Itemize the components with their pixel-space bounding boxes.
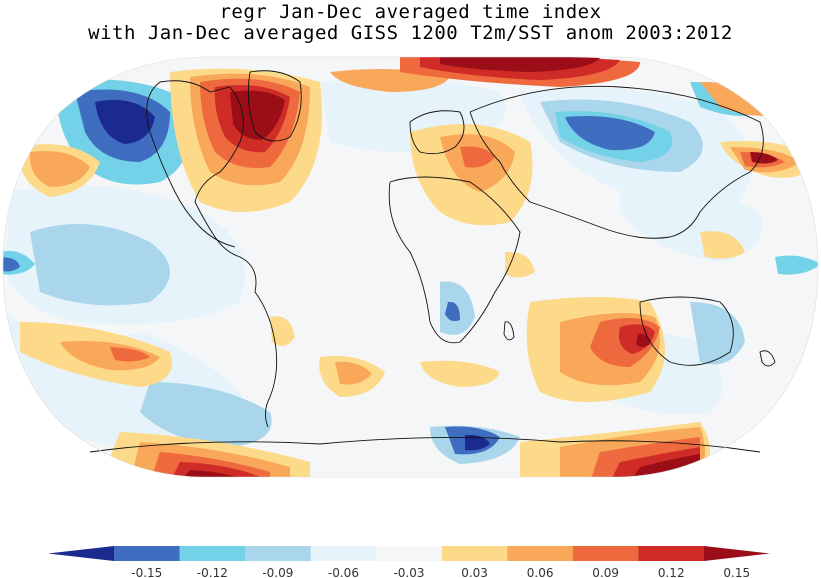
south-indian-red-core	[618, 324, 655, 354]
colorbar-tick-label: 0.03	[461, 566, 488, 578]
colorbar-box	[638, 546, 705, 561]
south-indian-darkred-cell	[636, 333, 650, 347]
australia-coastline	[639, 296, 734, 366]
pacific-light-blue-region	[30, 224, 170, 306]
angola-blue-cell	[445, 301, 460, 322]
colorbar-box	[310, 546, 377, 561]
chart-title-line-1: regr Jan-Dec averaged time index	[219, 1, 602, 23]
colorbar-box	[572, 546, 639, 561]
east-pacific-cyan	[775, 255, 818, 275]
colorbar-tick-label: -0.12	[197, 566, 228, 578]
madagascar-coastline	[503, 321, 515, 341]
west-edge-blue-cell	[3, 257, 20, 272]
coastlines	[89, 70, 776, 453]
north-australia-yellow	[700, 231, 745, 259]
southern-ocean-yellow-patch	[420, 360, 500, 387]
south-pacific-redorange	[110, 347, 150, 362]
south-pacific-light-blue-region	[140, 382, 272, 447]
alaska-darkblue-core	[95, 99, 155, 144]
colorbar-tick-label: 0.06	[527, 566, 554, 578]
colorbar-box	[376, 546, 443, 561]
colorbar: -0.15 -0.12 -0.09 -0.06 -0.03 0.03 0.06 0.09 0.1…	[48, 546, 770, 578]
colorbar-tick-label: 0.09	[592, 566, 619, 578]
colorbar-tick-label: -0.09	[262, 566, 293, 578]
colorbar-tick-label: -0.06	[328, 566, 359, 578]
colorbar-lower-extend-triangle	[48, 546, 114, 561]
colorbar-boxes	[48, 546, 770, 561]
japan-darkred-cell	[750, 152, 778, 164]
south-america-yellow-patch	[270, 316, 295, 346]
arctic-darkred-core	[440, 57, 600, 72]
antarctic-west-darkred	[180, 470, 245, 477]
asia-coastline	[469, 85, 764, 239]
europe-coastline	[409, 110, 465, 155]
colorbar-tick-label: -0.03	[393, 566, 424, 578]
colorbar-box	[507, 546, 574, 561]
south-atlantic-orange	[335, 361, 372, 385]
world-anomaly-map	[2, 56, 819, 478]
south-pacific-orange-band	[60, 341, 160, 371]
colorbar-box	[441, 546, 508, 561]
colorbar-box	[114, 546, 181, 561]
anomaly-field	[3, 57, 818, 477]
north-america-west-coast	[146, 81, 236, 248]
globe-outline	[2, 56, 819, 478]
colorbar-box	[179, 546, 246, 561]
northeast-pacific-orange	[29, 151, 90, 187]
antarctic-west-red	[170, 462, 260, 477]
greenland-darkred-core	[230, 90, 285, 140]
black-sea-redorange	[460, 146, 495, 168]
colorbar-box	[245, 546, 312, 561]
greenland-coastline	[247, 70, 302, 142]
colorbar-tick-label: 0.15	[723, 566, 750, 578]
weddell-darkblue-core	[465, 434, 490, 451]
americas-coastline	[159, 80, 278, 428]
new-zealand-coastline	[759, 350, 776, 367]
chart-title-line-2: with Jan-Dec averaged GISS 1200 T2m/SST …	[88, 22, 733, 44]
colorbar-upper-extend-triangle	[704, 546, 770, 561]
siberia-blue-region	[565, 116, 655, 151]
africa-coastline	[388, 176, 521, 344]
colorbar-tick-labels: -0.15 -0.12 -0.09 -0.06 -0.03 0.03 0.06 0.09 0.1…	[131, 566, 750, 578]
antarctica-coastline	[89, 437, 761, 453]
colorbar-tick-label: 0.12	[658, 566, 685, 578]
colorbar-tick-label: -0.15	[131, 566, 162, 578]
